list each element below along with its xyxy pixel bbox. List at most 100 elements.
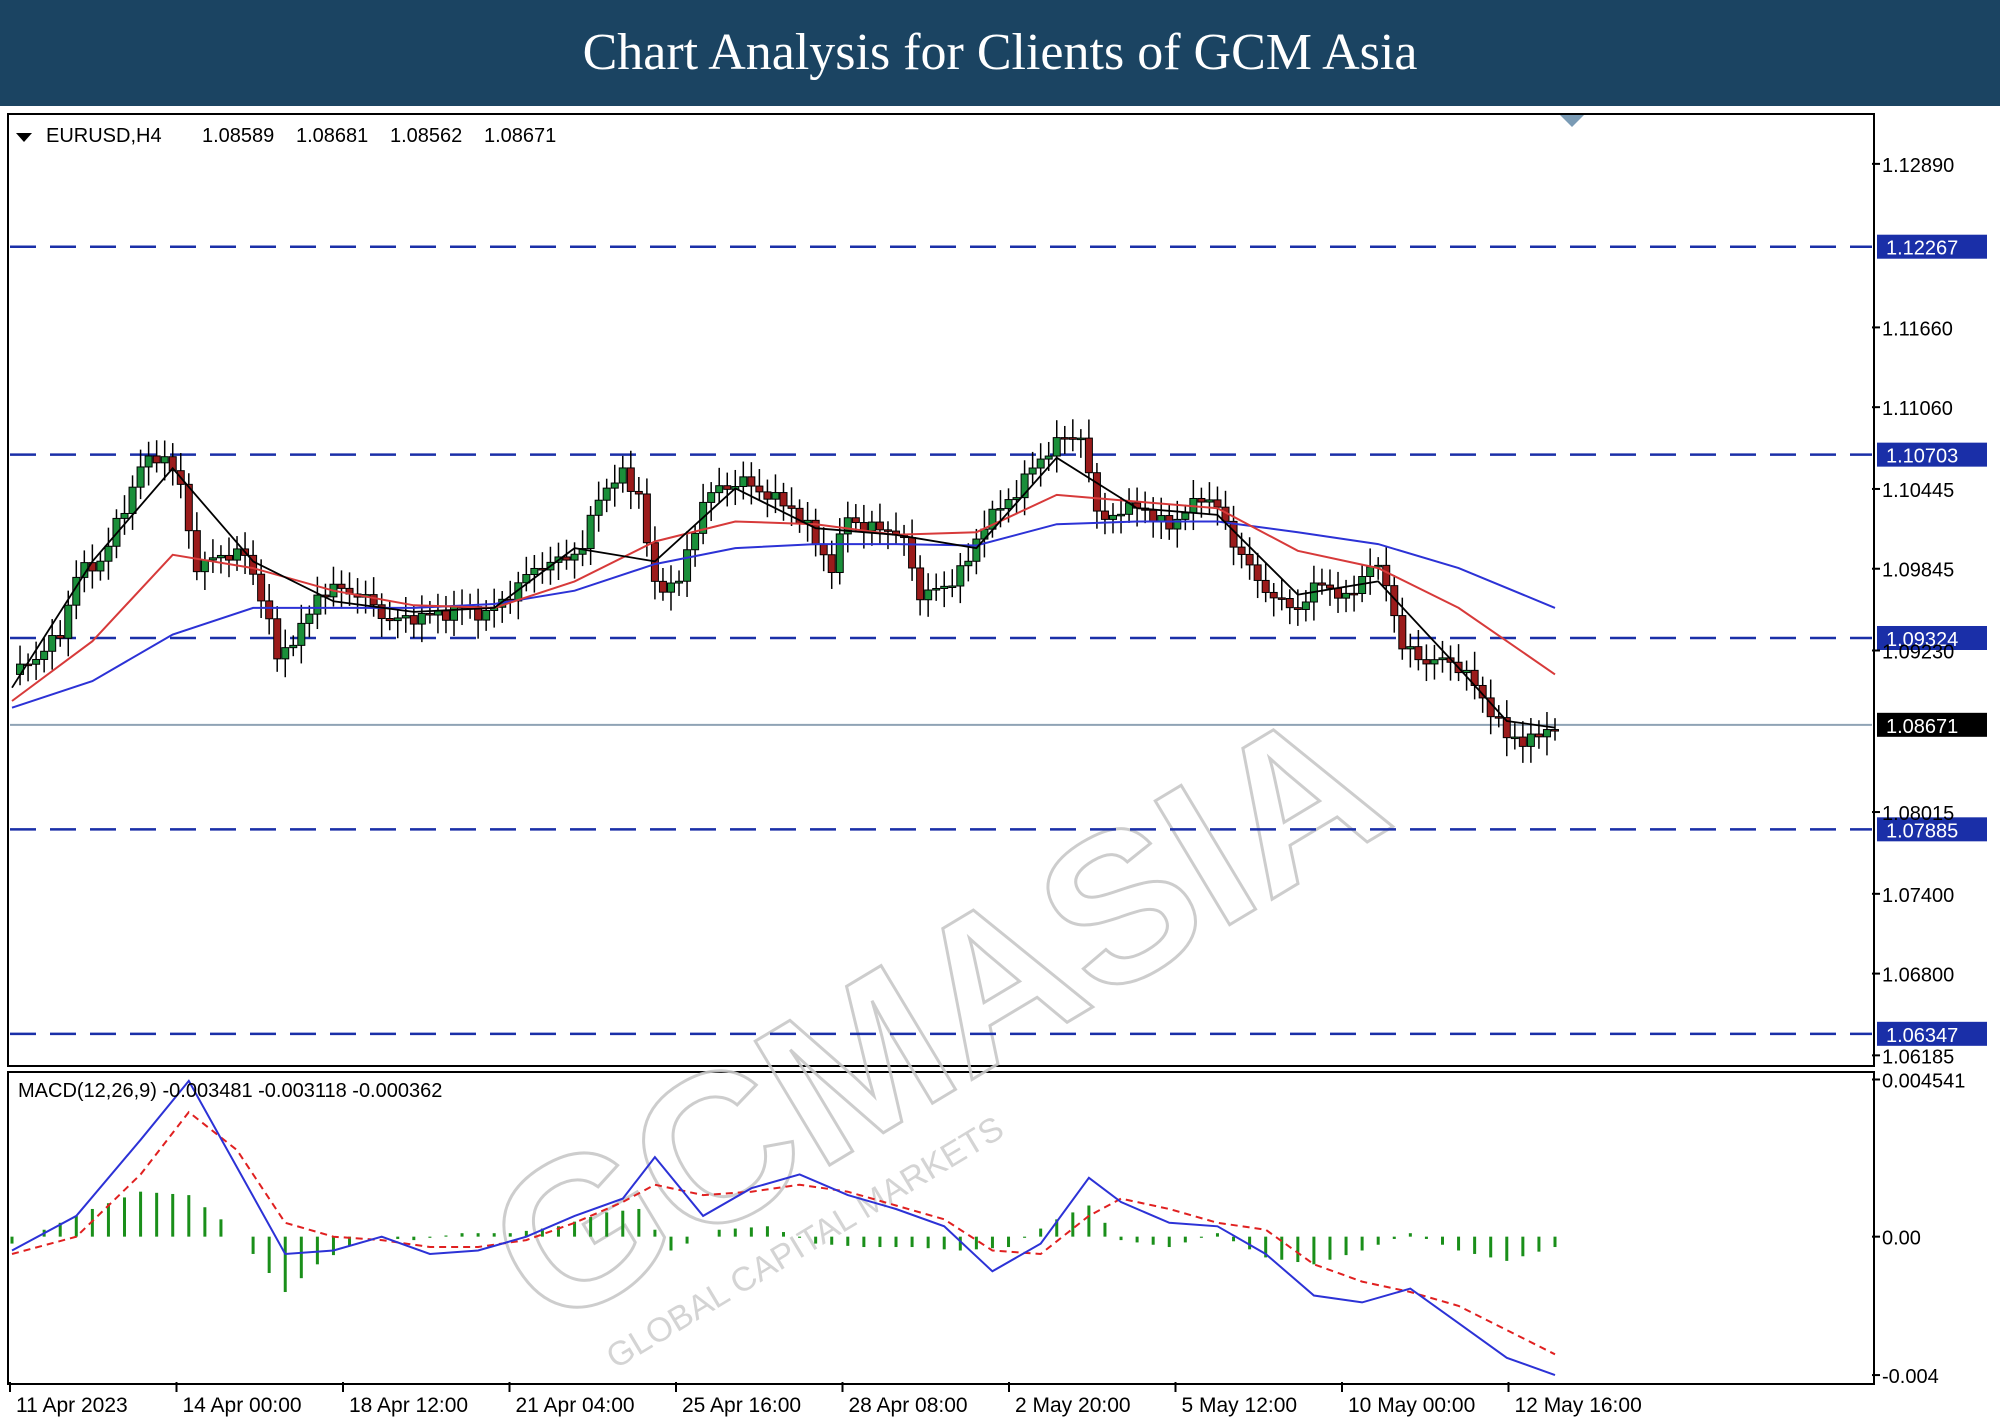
candle-bull	[1510, 736, 1519, 740]
candle-bear	[1518, 736, 1527, 747]
price-tick-label: 1.11660	[1882, 318, 1953, 340]
candle-bear	[168, 456, 177, 472]
candle-bear	[1334, 587, 1343, 599]
candle-bull	[691, 532, 700, 551]
candle-bull	[570, 553, 579, 561]
ohlc-low: 1.08562	[390, 125, 462, 147]
candle-bull	[160, 456, 169, 464]
macd-label: MACD(12,26,9) -0.003481 -0.003118 -0.000…	[18, 1080, 442, 1102]
candle-bull	[401, 615, 410, 619]
candle-bear	[1551, 729, 1559, 732]
candle-bull	[216, 554, 225, 559]
candle-bear	[1285, 598, 1294, 609]
candle-bull	[1438, 657, 1447, 661]
candle-bull	[48, 635, 57, 652]
time-tick-label: 12 May 16:00	[1515, 1394, 1642, 1417]
level-label: 1.09324	[1886, 629, 1958, 651]
candle-bear	[1060, 437, 1069, 440]
candle-bear	[562, 556, 571, 561]
candle-bear	[192, 530, 201, 573]
candle-bear	[1325, 584, 1334, 589]
candle-bull	[120, 512, 129, 519]
candle-bull	[1076, 437, 1085, 441]
candle-bear	[642, 493, 651, 544]
candle-bull	[530, 567, 539, 576]
candle-bear	[779, 492, 788, 507]
candle-bull	[200, 559, 209, 573]
candle-bear	[1398, 615, 1407, 650]
ma-blue-line	[11, 520, 1556, 709]
candle-bear	[1494, 716, 1503, 719]
candle-bull	[393, 617, 402, 622]
candle-bull	[1342, 592, 1351, 599]
symbol-header: EURUSD,H4 1.08589 1.08681 1.08562 1.0867…	[16, 125, 556, 147]
candle-bull	[450, 605, 459, 621]
candle-bull	[289, 644, 298, 649]
time-tick-label: 10 May 00:00	[1348, 1394, 1475, 1417]
candle-bull	[771, 492, 780, 500]
candle-bull	[739, 476, 748, 488]
candle-bull	[602, 487, 611, 501]
level-tag	[1877, 442, 1987, 467]
price-tick-label: 1.08015	[1882, 803, 1954, 825]
candle-bull	[281, 647, 290, 660]
candle-bull	[1173, 518, 1182, 530]
candle-bear	[1197, 497, 1206, 503]
time-tick-label: 2 May 20:00	[1015, 1394, 1131, 1417]
candle-bull	[964, 560, 973, 567]
price-tick-label: 1.06800	[1882, 965, 1954, 987]
level-tag	[1877, 817, 1987, 842]
price-panel	[7, 113, 1875, 1067]
candle-bear	[1253, 564, 1262, 581]
macd-tick-label: 0.00	[1882, 1228, 1921, 1250]
candle-bear	[1293, 607, 1302, 610]
current-price-label: 1.08671	[1886, 716, 1958, 738]
candle-bull	[843, 517, 852, 535]
level-tag	[1877, 625, 1987, 650]
price-tick-label: 1.09230	[1882, 641, 1954, 663]
level-label: 1.12267	[1886, 238, 1958, 260]
candle-bull	[1181, 512, 1190, 520]
candle-bear	[273, 618, 282, 660]
time-tick-label: 5 May 12:00	[1182, 1394, 1298, 1417]
candle-bull	[1044, 455, 1053, 460]
candle-bear	[916, 567, 925, 601]
candle-bull	[675, 580, 684, 584]
candle-bear	[1382, 564, 1391, 587]
candle-bear	[1390, 585, 1399, 617]
price-axis: 1.12890 1.11660 1.11060 1.10445 1.09845 1.092…	[1872, 155, 1954, 1068]
candle-bull	[940, 585, 949, 589]
candle-bear	[1277, 597, 1286, 600]
level-label: 1.06347	[1886, 1025, 1958, 1047]
candle-bear	[851, 517, 860, 524]
candle-bear	[763, 491, 772, 500]
candle-bull	[1374, 564, 1383, 568]
candle-bear	[1092, 472, 1101, 512]
time-axis: 11 Apr 2023 14 Apr 00:00 18 Apr 12:00 21 Ap…	[9, 1382, 1642, 1417]
candle-bear	[249, 554, 258, 575]
candle-bear	[377, 604, 386, 620]
candle-bull	[924, 589, 933, 601]
candle-bull	[618, 467, 627, 484]
candle-bear	[747, 476, 756, 487]
candle-bear	[875, 521, 884, 531]
candle-bull	[233, 548, 242, 561]
candle-bull	[1036, 458, 1045, 469]
macd-main-line	[11, 1079, 1556, 1377]
ohlc-open: 1.08589	[202, 125, 274, 147]
candle-bear	[1261, 579, 1270, 593]
candle-bear	[385, 618, 394, 622]
candle-bear	[425, 612, 434, 616]
candle-bull	[1028, 467, 1037, 475]
candle-bear	[827, 554, 836, 574]
dropdown-triangle-icon[interactable]	[16, 133, 32, 142]
ma-black-line	[11, 456, 1556, 729]
candle-bear	[409, 615, 418, 625]
candle-bull	[522, 574, 531, 584]
candle-bull	[104, 545, 113, 562]
candle-bear	[337, 583, 346, 589]
time-tick-label: 14 Apr 00:00	[183, 1394, 302, 1417]
candle-bull	[932, 587, 941, 591]
time-tick-label: 21 Apr 04:00	[516, 1394, 635, 1417]
macd-layer: 0.004541 0.00 -0.004	[10, 1071, 1965, 1388]
